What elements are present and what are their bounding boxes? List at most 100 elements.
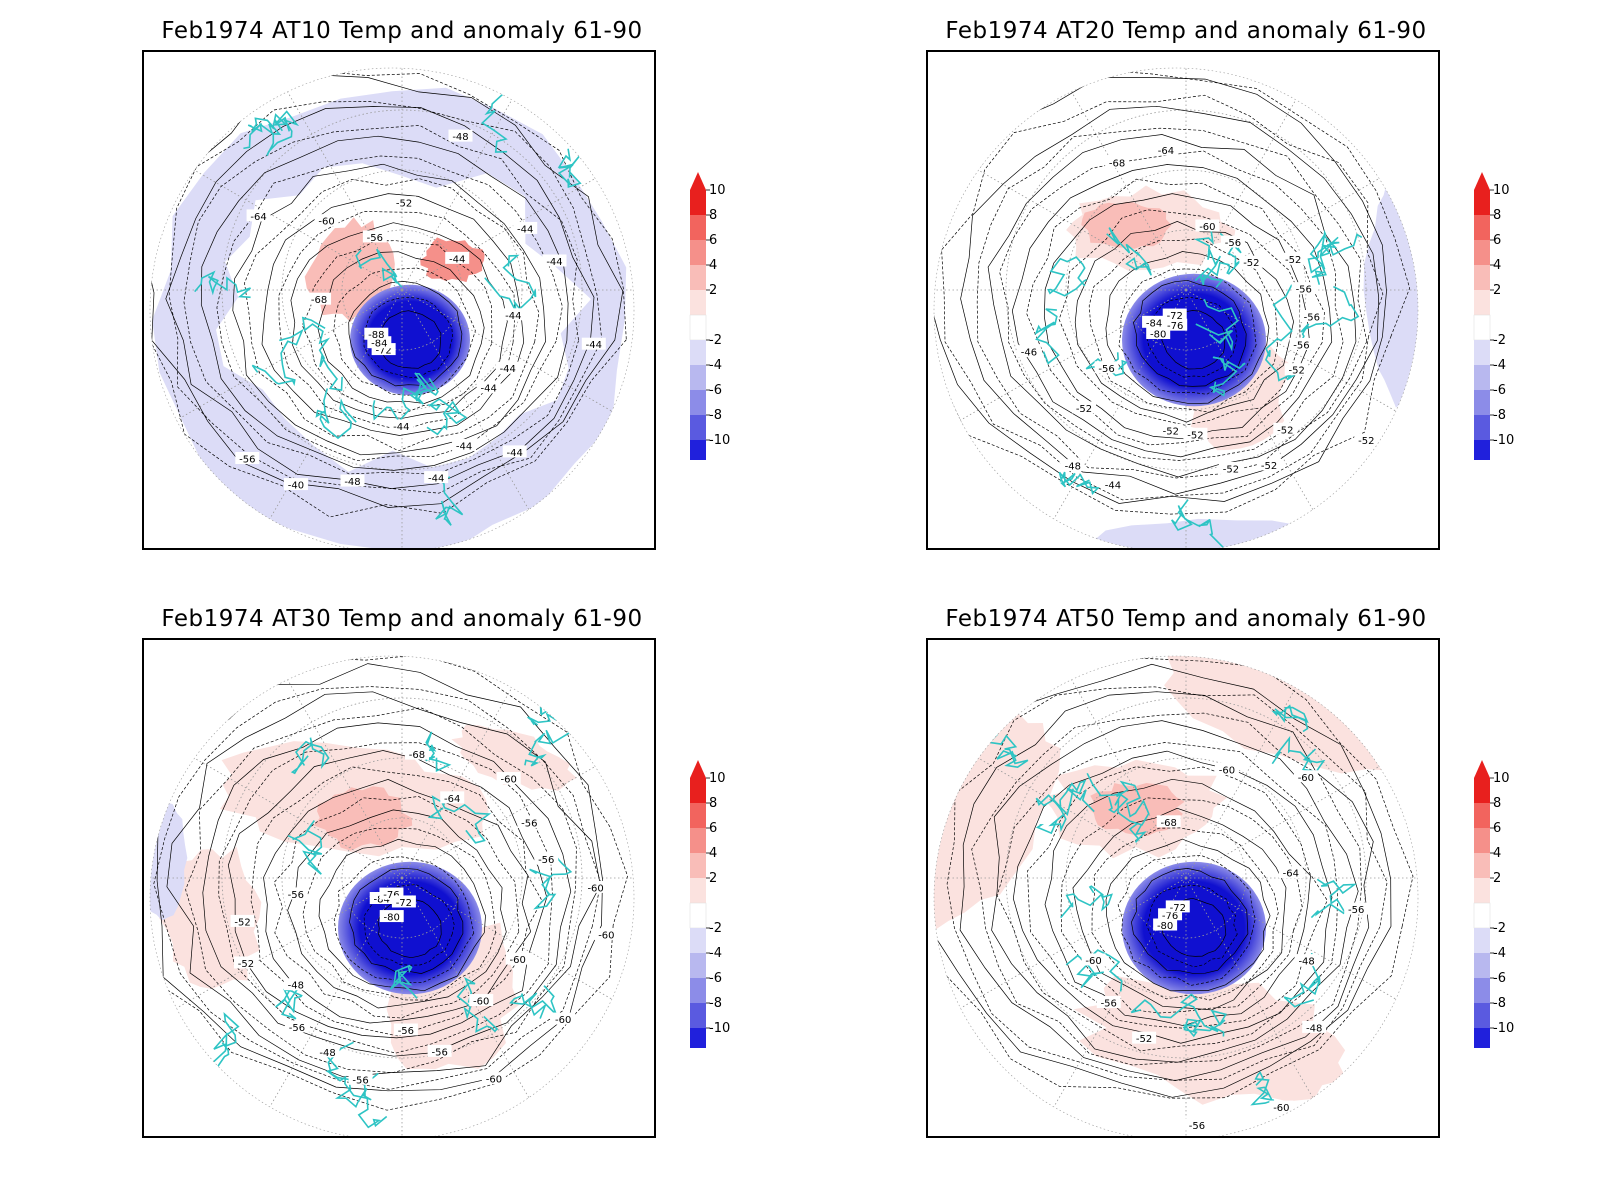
contour-label: -80 bbox=[1150, 330, 1166, 341]
polar-vortex-cold-anomaly bbox=[1122, 273, 1266, 407]
contour-line bbox=[318, 838, 486, 992]
colorbar-segment bbox=[689, 902, 707, 929]
temperature-contours bbox=[150, 656, 628, 1111]
coastline-segment bbox=[987, 733, 1029, 769]
contour-label-background bbox=[1293, 770, 1318, 783]
contour-label-background bbox=[348, 1072, 373, 1085]
colorbar-segment bbox=[1474, 215, 1490, 240]
coastline-segment bbox=[557, 148, 582, 188]
contour-label: -52 bbox=[1289, 366, 1305, 377]
contour-label: -84 bbox=[371, 339, 387, 350]
coastline-segment bbox=[1271, 704, 1309, 733]
contour-line bbox=[1043, 193, 1311, 440]
contour-line bbox=[349, 867, 464, 974]
colorbar-tick-label: -10 bbox=[1493, 433, 1514, 448]
coastline-segment bbox=[315, 388, 357, 440]
contour-label: -56 bbox=[288, 890, 304, 901]
colorbar-tick-label: -4 bbox=[1493, 358, 1506, 373]
contour-label-background bbox=[1257, 458, 1282, 471]
contour-label: -44 bbox=[507, 448, 523, 459]
colorbar-tick-label: -4 bbox=[709, 358, 722, 373]
colorbar-tick-label: 4 bbox=[709, 846, 717, 861]
contour-label: -52 bbox=[1163, 426, 1179, 437]
contour-line bbox=[1117, 854, 1256, 986]
contour-label: -72 bbox=[1167, 311, 1183, 322]
map-content bbox=[934, 68, 1418, 548]
colorbar-segment bbox=[690, 265, 706, 290]
panel-title: Feb1974 AT50 Temp and anomaly 61-90 bbox=[945, 606, 1427, 632]
contour-line bbox=[999, 150, 1344, 461]
contour-line bbox=[185, 707, 577, 1074]
coastline-segment bbox=[1053, 779, 1095, 817]
contour-line bbox=[1105, 251, 1270, 405]
contour-labels: -48 -48 -60 -56 -52 -56 -60 -80-76-72 -68 -60 -60 -… bbox=[1081, 762, 1369, 1132]
coastline-segment bbox=[409, 372, 436, 405]
colorbar-segment bbox=[690, 803, 706, 828]
coastline-segment bbox=[1106, 227, 1152, 276]
panel-title: Feb1974 AT20 Temp and anomaly 61-90 bbox=[945, 18, 1427, 44]
contour-label-background bbox=[283, 978, 308, 991]
contour-label-background bbox=[1162, 308, 1187, 321]
coastline-segment bbox=[1108, 780, 1150, 826]
colorbar-tick-label: -10 bbox=[709, 1021, 730, 1036]
colorbar-segment bbox=[690, 878, 706, 903]
colorbar-top-arrow bbox=[1474, 172, 1490, 190]
contour-label: -48 bbox=[1298, 957, 1314, 968]
contour-line bbox=[302, 827, 496, 1001]
coastline-segment bbox=[1307, 233, 1363, 285]
colorbar-segment bbox=[1474, 803, 1490, 828]
contour-label-background bbox=[476, 381, 501, 394]
contour-line bbox=[934, 663, 1392, 1098]
colorbar-segment bbox=[1474, 1003, 1490, 1028]
map-boundary-circle bbox=[933, 67, 1419, 548]
contour-label-background bbox=[391, 895, 416, 908]
contour-label-background bbox=[1269, 1100, 1294, 1113]
colorbar-segment bbox=[1474, 928, 1490, 953]
coastline-segment bbox=[1086, 772, 1147, 843]
contour-label-background bbox=[1153, 143, 1178, 156]
polar-map: -48 -48 -60 -56 -52 -56 -60 -80 -76 -72 -68 -60 -60 -… bbox=[926, 638, 1440, 1138]
contour-line bbox=[996, 742, 1339, 1052]
contour-label: -56 bbox=[1098, 364, 1114, 375]
contour-label-background bbox=[246, 209, 271, 222]
contour-label: -52 bbox=[1136, 1034, 1152, 1045]
contour-label-background bbox=[495, 361, 520, 374]
coastline-segment bbox=[372, 377, 439, 423]
contour-line bbox=[250, 766, 543, 1037]
colorbar-segment bbox=[690, 190, 706, 215]
contour-label: -72 bbox=[1170, 903, 1186, 914]
contour-line bbox=[1072, 807, 1287, 1011]
graticule bbox=[150, 656, 634, 1136]
temperature-contours bbox=[934, 657, 1414, 1099]
colorbar: 10 8 6 4 2 -2 -4 -6 -8 -10 bbox=[689, 760, 730, 1048]
panel-title: Feb1974 AT30 Temp and anomaly 61-90 bbox=[161, 606, 643, 632]
contour-line bbox=[1012, 750, 1333, 1044]
contour-label: -52 bbox=[1285, 255, 1301, 266]
contour-label: -60 bbox=[598, 931, 614, 942]
colorbar-tick-label: 6 bbox=[709, 821, 717, 836]
contour-label: -88 bbox=[368, 330, 384, 341]
contour-line bbox=[1146, 884, 1238, 968]
colorbar-segment bbox=[690, 340, 706, 365]
coastline-segment bbox=[251, 328, 304, 387]
contour-line bbox=[1060, 797, 1303, 1014]
temperature-contours bbox=[934, 69, 1411, 515]
contour-line bbox=[1118, 268, 1257, 395]
contour-line bbox=[244, 178, 540, 452]
colorbar-tick-label: 4 bbox=[709, 258, 717, 273]
contour-label: -44 bbox=[428, 474, 444, 485]
contour-label-background bbox=[502, 445, 527, 458]
contour-line bbox=[1091, 827, 1279, 1001]
contour-line bbox=[1044, 778, 1311, 1027]
contour-label: -68 bbox=[311, 295, 327, 306]
colorbar-segment bbox=[690, 365, 706, 390]
contour-label: -52 bbox=[1261, 461, 1277, 472]
contour-label: -44 bbox=[449, 254, 465, 265]
colorbar-tick-label: -10 bbox=[709, 433, 730, 448]
contour-labels: -60 -60 -60 -60 -56 -56 -56 -48 -56 -48 -52 -52 -56 -… bbox=[230, 747, 619, 1086]
contour-label-background bbox=[1214, 762, 1239, 775]
contour-label: -76 bbox=[383, 890, 399, 901]
colorbar-segment bbox=[1474, 415, 1490, 440]
contour-label: -60 bbox=[1298, 773, 1314, 784]
colorbar-tick-label: 10 bbox=[1493, 771, 1510, 786]
